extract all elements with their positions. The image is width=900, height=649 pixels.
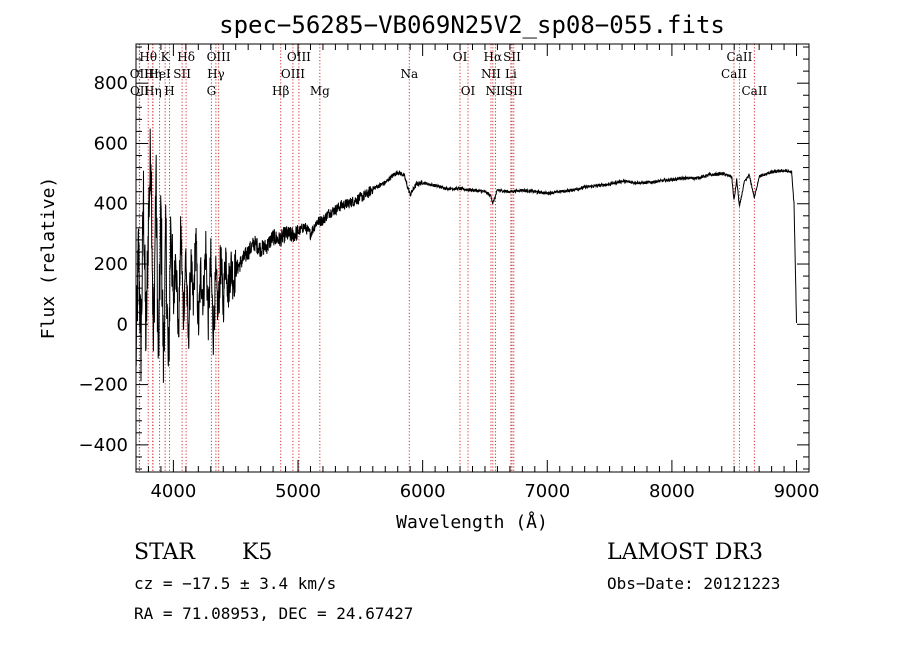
line-label: SII [173,67,191,81]
line-label: Hβ [272,84,289,98]
x-axis-label: Wavelength (Å) [396,511,548,533]
line-label: Hη [144,67,162,81]
line-label: H [164,84,174,98]
y-tick-label: 800 [94,73,128,94]
line-label: CaII [727,50,753,64]
survey-name: LAMOST DR3 [607,540,763,565]
line-label: G [207,84,217,98]
line-label: NII [481,67,501,81]
line-label: SII [505,84,523,98]
coordinates: RA = 71.08953, DEC = 24.67427 [134,604,414,623]
y-tick-label: 400 [94,194,128,215]
observation-date: Obs−Date: 20121223 [607,574,781,593]
y-axis-label: Flux (relative) [38,177,59,340]
line-label: OI [453,50,468,64]
x-axis-tick-labels: 4000 5000 6000 7000 8000 9000 [150,481,819,502]
x-tick-label: 5000 [275,481,321,502]
line-label: NII [485,84,505,98]
object-class: STAR [134,540,195,565]
line-label: Hγ [207,67,225,81]
axis-ticks [136,44,809,472]
plot-frame [135,43,810,473]
x-tick-label: 7000 [524,481,570,502]
spectrum-series [135,128,797,383]
line-label: Hη [144,84,162,98]
line-label: OIII [287,50,311,64]
chart-title: spec−56285−VB069N25V2_sp08−055.fits [219,11,725,39]
line-label: Hθ [139,50,157,64]
y-tick-label: −400 [79,435,128,456]
line-label: Hδ [177,50,195,64]
line-label: Na [400,67,418,81]
emission-line-markers [138,44,755,472]
x-tick-label: 6000 [400,481,446,502]
y-axis-tick-labels: −400 −200 0 200 400 600 800 [79,73,128,456]
x-tick-label: 8000 [649,481,695,502]
line-label: Li [505,67,517,81]
line-label: SII [503,50,521,64]
line-label: K [161,50,171,64]
line-label: CaII [721,67,747,81]
line-label: OI [461,84,476,98]
x-tick-label: 9000 [774,481,820,502]
line-label: OII [130,84,150,98]
y-tick-label: 600 [94,133,128,154]
y-tick-label: −200 [79,375,128,396]
line-label: Mg [310,84,330,98]
line-label: CaII [741,84,767,98]
line-label: OIII [207,50,231,64]
line-label: HeI [148,67,171,81]
x-tick-label: 4000 [150,481,196,502]
line-label: Hα [484,50,503,64]
line-label: OIII [281,67,305,81]
spectrum-line [135,128,797,383]
line-label: OII [130,67,150,81]
object-subclass: K5 [242,540,273,565]
y-tick-label: 0 [117,314,128,335]
redshift-velocity: cz = −17.5 ± 3.4 km/s [134,574,337,593]
y-tick-label: 200 [94,254,128,275]
